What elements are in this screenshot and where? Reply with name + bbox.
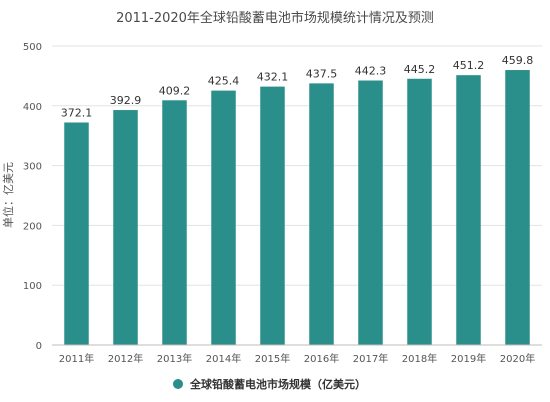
x-tick-label: 2019年 [451, 352, 486, 365]
data-label: 432.1 [257, 71, 289, 84]
data-label: 392.9 [110, 94, 142, 107]
data-label: 437.5 [306, 67, 338, 80]
y-tick-label: 500 [23, 42, 42, 53]
y-tick-label: 300 [23, 162, 42, 173]
bar [505, 70, 530, 345]
y-tick-label: 200 [23, 221, 42, 232]
x-axis: 2011年 2012年 2013年 2014年 2015年 2016年 2017年 2018年… [59, 352, 535, 365]
bar [407, 78, 432, 346]
x-tick-label: 2014年 [206, 352, 241, 365]
data-label: 451.2 [453, 59, 485, 72]
x-tick-label: 2012年 [108, 352, 143, 365]
data-label: 445.2 [404, 63, 436, 76]
y-tick-label: 100 [23, 281, 42, 292]
data-label: 442.3 [355, 65, 387, 78]
y-tick-label: 0 [36, 341, 42, 352]
data-label: 425.4 [208, 75, 240, 88]
bar [64, 122, 89, 346]
y-axis: 0 100 200 300 400 500 [23, 42, 42, 352]
y-axis-title: 单位：亿美元 [1, 162, 15, 228]
bar [113, 110, 138, 345]
legend: 全球铅酸蓄电池市场规模（亿美元） [173, 377, 366, 391]
data-label: 409.2 [159, 84, 191, 97]
bar [162, 100, 187, 345]
data-label: 372.1 [61, 106, 93, 119]
x-tick-label: 2015年 [255, 352, 290, 365]
bar [456, 75, 481, 345]
value-labels: 372.1 392.9 409.2 425.4 432.1 437.5 442.3 445.2… [61, 54, 534, 119]
x-tick-label: 2018年 [402, 352, 437, 365]
x-tick-label: 2020年 [500, 352, 535, 365]
bar [358, 80, 383, 345]
bar [309, 83, 334, 345]
y-tick-label: 400 [23, 102, 42, 113]
bar [211, 90, 236, 345]
x-tick-label: 2013年 [157, 352, 192, 365]
legend-marker [173, 379, 183, 389]
x-tick-label: 2016年 [304, 352, 339, 365]
bars [64, 70, 530, 346]
legend-label: 全球铅酸蓄电池市场规模（亿美元） [189, 377, 366, 391]
bar [260, 86, 285, 346]
chart-title: 2011-2020年全球铅酸蓄电池市场规模统计情况及预测 [116, 10, 434, 26]
x-tick-label: 2011年 [59, 352, 94, 365]
x-tick-label: 2017年 [353, 352, 388, 365]
data-label: 459.8 [502, 54, 534, 67]
